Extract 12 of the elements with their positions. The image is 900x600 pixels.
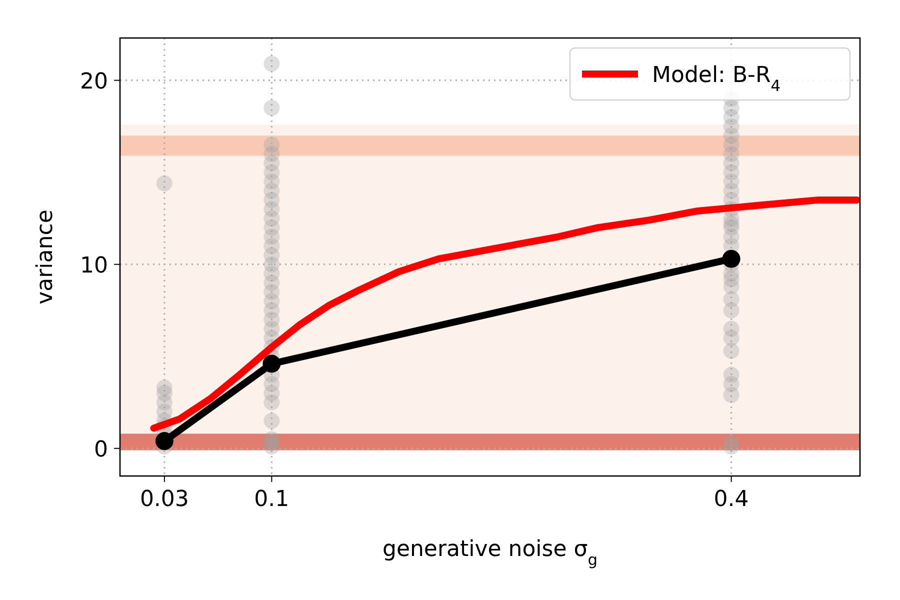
y-tick-label: 10	[80, 253, 108, 278]
point	[262, 354, 281, 373]
x-tick-label: 0.4	[714, 487, 749, 512]
x-tick-label: 0.1	[254, 487, 290, 512]
x-axis-title: generative noise σ$_{g}$	[382, 537, 598, 569]
x-tick-label: 0.03	[140, 487, 189, 512]
point	[155, 432, 174, 450]
point	[722, 250, 740, 268]
legend-label: Model: B-R$_{4}$	[652, 63, 781, 95]
y-axis-title: variance	[33, 210, 58, 304]
y-tick-label: 20	[80, 69, 108, 94]
y-tick-label: 0	[94, 437, 108, 462]
